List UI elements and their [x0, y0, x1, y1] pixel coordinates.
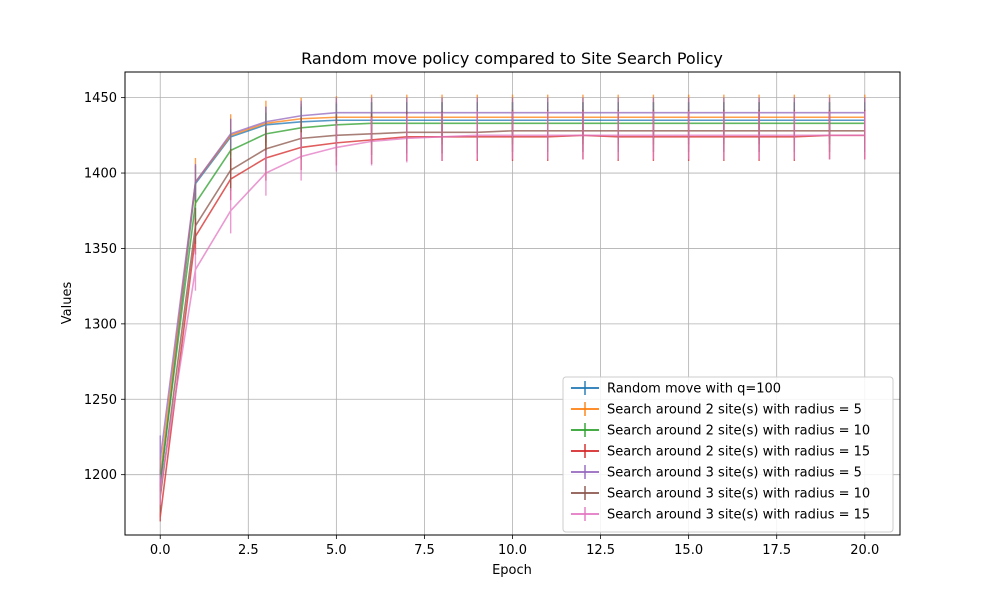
legend-entry: Search around 3 site(s) with radius = 5 — [571, 465, 862, 481]
series-layer — [159, 94, 866, 522]
x-tick-label: 0.0 — [150, 543, 171, 558]
x-tick-label: 20.0 — [850, 543, 879, 558]
legend: Random move with q=100 Search around 2 si… — [562, 376, 894, 533]
legend-label: Search around 3 site(s) with radius = 10 — [607, 487, 870, 502]
legend-entry: Random move with q=100 — [571, 381, 781, 397]
chart-title: Random move policy compared to Site Sear… — [301, 49, 723, 68]
x-tick-label: 17.5 — [762, 543, 791, 558]
x-tick-label: 10.0 — [498, 543, 527, 558]
y-tick-label: 1400 — [84, 167, 117, 182]
x-tick-label: 5.0 — [326, 543, 347, 558]
y-tick-label: 1450 — [84, 91, 117, 106]
legend-entry: Search around 2 site(s) with radius = 10 — [571, 423, 870, 439]
y-axis-label: Values — [60, 282, 75, 325]
legend-entry: Search around 3 site(s) with radius = 15 — [571, 507, 870, 523]
x-tick-label: 2.5 — [238, 543, 259, 558]
x-tick-label: 12.5 — [586, 543, 615, 558]
x-axis-label: Epoch — [492, 563, 532, 578]
ticks: 0.0 2.5 5.0 7.5 10.0 12.5 15.0 17.5 20.0 1200 1250… — [84, 91, 879, 558]
series-7 — [159, 111, 866, 505]
x-tick-label: 15.0 — [674, 543, 703, 558]
legend-entry: Search around 2 site(s) with radius = 15 — [571, 444, 870, 460]
y-tick-label: 1300 — [84, 317, 117, 332]
legend-label: Search around 2 site(s) with radius = 5 — [607, 403, 862, 418]
legend-label: Search around 2 site(s) with radius = 15 — [607, 445, 870, 460]
x-tick-label: 7.5 — [414, 543, 435, 558]
y-tick-label: 1200 — [84, 468, 117, 483]
legend-box — [562, 376, 894, 533]
legend-entry: Search around 2 site(s) with radius = 5 — [571, 402, 862, 418]
legend-label: Search around 3 site(s) with radius = 15 — [607, 508, 870, 523]
legend-label: Search around 2 site(s) with radius = 10 — [607, 424, 870, 439]
y-tick-label: 1250 — [84, 393, 117, 408]
legend-label: Random move with q=100 — [607, 382, 781, 397]
legend-label: Search around 3 site(s) with radius = 5 — [607, 466, 862, 481]
y-tick-label: 1350 — [84, 242, 117, 257]
legend-entry: Search around 3 site(s) with radius = 10 — [571, 486, 870, 502]
